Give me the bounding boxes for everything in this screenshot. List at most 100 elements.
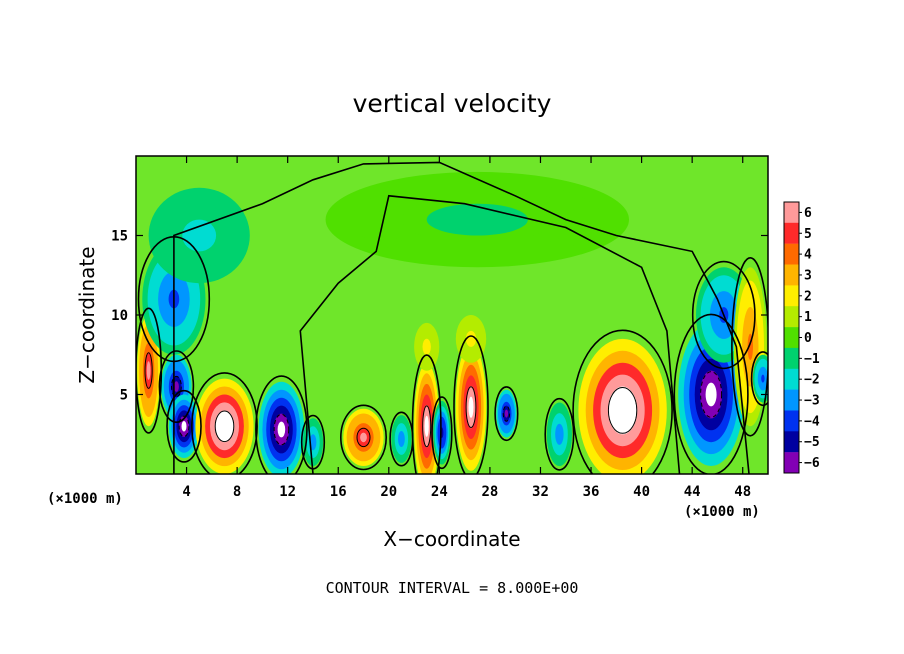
feature-18 <box>752 354 768 403</box>
feature-contour <box>700 371 723 418</box>
colorbar-swatch <box>784 222 799 244</box>
feature-12 <box>496 389 517 438</box>
colorbar-swatch <box>784 389 799 411</box>
feature-4 <box>195 378 254 474</box>
colorbar: 6 5 4 3 2 1 0 −1 −2 −3 −4 −5 −6 <box>783 201 820 474</box>
y-tick-label: 5 <box>120 388 128 404</box>
x-tick-label: 28 <box>481 484 498 500</box>
colorbar-swatch <box>784 306 799 328</box>
feature-band <box>761 374 765 383</box>
x-tick-label: 12 <box>279 484 296 500</box>
feature-17 <box>733 267 767 427</box>
zero-contour <box>544 397 575 471</box>
zero-contour <box>158 350 195 423</box>
zero-contour <box>255 375 308 474</box>
zero-contour <box>453 335 489 474</box>
colorbar-tick-label: 1 <box>804 310 812 325</box>
colorbar-tick-label: 4 <box>804 248 812 263</box>
zero-contour <box>431 396 453 470</box>
feature-band <box>146 361 151 380</box>
feature-contour <box>422 405 432 448</box>
x-tick-label: 20 <box>380 484 397 500</box>
zero-contour-envelope <box>173 161 750 474</box>
feature-band <box>557 429 562 440</box>
feature-20 <box>455 315 487 363</box>
feature-contour <box>171 375 182 398</box>
feature-2 <box>161 354 192 419</box>
colorbar-tick-label: 3 <box>804 268 812 283</box>
x-tick-label: 16 <box>330 484 347 500</box>
feature-contour <box>144 352 153 389</box>
y-tick-label: 15 <box>111 229 128 245</box>
zero-contour <box>339 404 387 471</box>
zero-contour <box>411 354 442 474</box>
zero-contour <box>572 329 673 474</box>
feature-8 <box>391 415 412 463</box>
colorbar-swatch <box>784 452 799 474</box>
feature-contour <box>356 427 371 448</box>
colorbar-swatch <box>784 285 799 307</box>
feature-band <box>190 227 208 244</box>
colorbar-swatch <box>784 431 799 453</box>
feature-band <box>615 398 630 423</box>
feature-contour <box>178 415 190 437</box>
x-tick-label: 4 <box>182 484 190 500</box>
feature-5 <box>258 381 305 474</box>
feature-band <box>399 435 404 443</box>
feature-band <box>504 409 509 418</box>
zero-contour <box>750 351 768 407</box>
x-unit-left: (×1000 m) <box>47 491 123 507</box>
colorbar-tick-label: 2 <box>804 289 812 304</box>
colorbar-tick-label: −2 <box>804 373 820 388</box>
colorbar-swatch <box>784 327 799 349</box>
zero-contour <box>691 260 756 370</box>
x-tick-label: 24 <box>431 484 448 500</box>
feature-band <box>181 421 187 432</box>
x-tick-label: 48 <box>734 484 751 500</box>
feature-contour <box>502 405 511 422</box>
colorbar-tick-label: −4 <box>804 414 820 429</box>
feature-10 <box>433 400 451 465</box>
zero-contour <box>166 389 202 463</box>
zero-contour <box>191 372 258 474</box>
feature-band <box>173 381 179 392</box>
feature-band <box>360 432 367 443</box>
feature-22 <box>325 171 629 268</box>
zero-contour <box>731 257 768 437</box>
x-tick-label: 44 <box>684 484 701 500</box>
feature-contour <box>214 410 235 443</box>
colorbar-tick-label: −1 <box>804 352 820 367</box>
zero-contour <box>494 386 519 442</box>
colorbar-swatch <box>784 347 799 369</box>
colorbar-tick-label: 6 <box>804 206 812 221</box>
y-axis-title: Z−coordinate <box>75 246 99 383</box>
feature-11 <box>455 343 487 471</box>
colorbar-swatch <box>784 243 799 265</box>
feature-3 <box>168 394 200 459</box>
feature-contour <box>607 387 638 434</box>
feature-7 <box>343 408 384 466</box>
colorbar-tick-label: −5 <box>804 435 820 450</box>
feature-band <box>705 382 717 407</box>
x-tick-label: 8 <box>233 484 241 500</box>
feature-21 <box>148 187 250 284</box>
feature-band <box>277 421 286 438</box>
colorbar-tick-label: −3 <box>804 394 820 409</box>
feature-0 <box>137 315 161 427</box>
feature-band <box>311 438 315 447</box>
colorbar-tick-label: −6 <box>804 456 820 471</box>
feature-19 <box>414 322 440 371</box>
colorbar-swatch <box>784 368 799 390</box>
x-tick-label: 32 <box>532 484 549 500</box>
colorbar-swatch <box>784 202 799 224</box>
colorbar-swatch <box>784 264 799 286</box>
colorbar-tick-label: 0 <box>804 331 812 346</box>
colorbar-tick-label: 5 <box>804 227 812 242</box>
feature-band <box>424 415 429 437</box>
x-axis-title: X−coordinate <box>383 527 520 551</box>
feature-band <box>468 396 474 418</box>
contour-interval-note: CONTOUR INTERVAL = 8.000E+00 <box>326 579 579 597</box>
zero-contour-inner <box>299 194 681 474</box>
feature-14 <box>578 338 667 474</box>
